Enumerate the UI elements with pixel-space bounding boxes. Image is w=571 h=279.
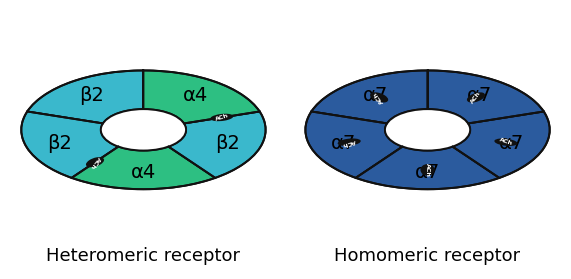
- Text: α4: α4: [183, 86, 208, 105]
- Text: β2: β2: [215, 134, 240, 153]
- Text: ACh: ACh: [215, 113, 229, 122]
- Text: Homomeric receptor: Homomeric receptor: [335, 247, 521, 264]
- Text: ACh: ACh: [89, 155, 101, 169]
- Wedge shape: [453, 112, 550, 178]
- Text: α7: α7: [331, 134, 356, 153]
- Wedge shape: [21, 112, 118, 178]
- Wedge shape: [305, 112, 403, 178]
- Text: α4: α4: [131, 163, 156, 182]
- Ellipse shape: [494, 138, 517, 146]
- Circle shape: [385, 109, 470, 151]
- Text: ACh: ACh: [498, 138, 513, 147]
- Text: ACh: ACh: [470, 90, 482, 105]
- Ellipse shape: [370, 92, 388, 103]
- Text: ACh: ACh: [342, 138, 356, 147]
- Wedge shape: [168, 112, 266, 178]
- Ellipse shape: [420, 164, 435, 176]
- Wedge shape: [428, 70, 544, 123]
- Wedge shape: [71, 146, 215, 189]
- Wedge shape: [27, 70, 143, 123]
- Text: α7: α7: [498, 134, 524, 153]
- Ellipse shape: [86, 157, 104, 167]
- Circle shape: [101, 109, 186, 151]
- Wedge shape: [356, 146, 500, 189]
- Text: α7: α7: [467, 86, 492, 105]
- Ellipse shape: [467, 92, 485, 103]
- Wedge shape: [143, 70, 260, 123]
- Text: ACh: ACh: [425, 163, 430, 177]
- Text: α7: α7: [415, 163, 440, 182]
- Text: α7: α7: [363, 86, 388, 105]
- Text: β2: β2: [79, 86, 104, 105]
- Ellipse shape: [337, 138, 361, 146]
- Ellipse shape: [210, 114, 234, 121]
- Text: β2: β2: [47, 134, 72, 153]
- Text: Heteromeric receptor: Heteromeric receptor: [46, 247, 240, 264]
- Wedge shape: [311, 70, 428, 123]
- Text: ACh: ACh: [373, 90, 385, 105]
